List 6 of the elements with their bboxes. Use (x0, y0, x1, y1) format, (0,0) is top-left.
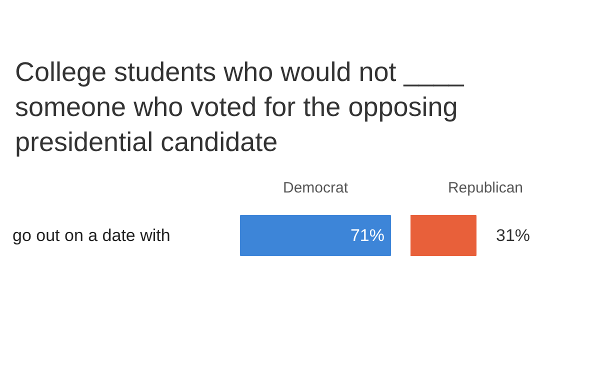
series-label: Republican (448, 180, 524, 196)
data-label: 71% (350, 226, 385, 245)
chart-title: College students who would not ____ someone who voted for the opposing presidential candidate (15, 56, 465, 160)
series-label: Democrat (282, 180, 349, 196)
y-tick-label: go out on a date with (12, 226, 170, 245)
data-label: 31% (496, 226, 530, 245)
